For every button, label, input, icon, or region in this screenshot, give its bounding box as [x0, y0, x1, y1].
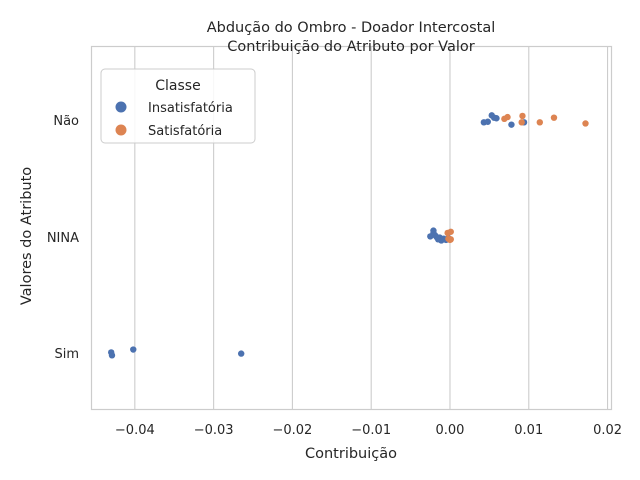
x-tick-label: −0.04: [115, 423, 155, 438]
data-point: [130, 346, 137, 353]
x-axis-label: Contribuição: [305, 446, 397, 462]
data-point: [508, 121, 515, 128]
data-point: [501, 115, 508, 123]
x-tick-label: −0.03: [194, 423, 234, 438]
data-points: [107, 112, 589, 359]
data-point: [518, 119, 525, 126]
legend-marker-satisfatoria: [115, 124, 127, 136]
chart-title-line-2: Contribuição do Atributo por Valor: [227, 39, 474, 55]
data-point: [484, 118, 492, 125]
x-tick-label: 0.01: [514, 423, 543, 438]
legend-marker-insatisfatoria: [115, 101, 127, 113]
y-tick-label: NINA: [47, 231, 79, 246]
y-tick-label: Sim: [54, 347, 79, 362]
x-tick-label: −0.02: [272, 423, 312, 438]
legend-label-insatisfatoria: Insatisfatória: [148, 101, 233, 116]
x-tick-labels: −0.04 −0.03 −0.02 −0.01 0.00 0.01 0.02: [115, 423, 622, 438]
data-point: [237, 350, 245, 357]
y-tick-labels: Não NINA Sim: [47, 114, 79, 362]
data-point: [519, 112, 526, 120]
y-tick-label: Não: [53, 114, 79, 129]
data-point: [427, 233, 434, 240]
x-tick-label: 0.00: [436, 423, 465, 438]
x-tick-label: 0.02: [593, 423, 622, 438]
legend: Classe Insatisfatória Satisfatória: [100, 68, 256, 144]
plot-area-frame: [90, 45, 613, 411]
legend-title: Classe: [155, 78, 200, 94]
data-point: [582, 120, 589, 127]
data-point: [536, 119, 544, 126]
data-point: [550, 114, 558, 121]
data-point: [108, 352, 116, 359]
data-point: [493, 115, 500, 122]
data-point: [444, 229, 451, 237]
data-point: [447, 236, 454, 243]
y-axis-label: Valores do Atributo: [19, 167, 35, 305]
legend-box: [100, 68, 256, 144]
chart-title-line-1: Abdução do Ombro - Doador Intercostal: [207, 20, 496, 36]
legend-label-satisfatoria: Satisfatória: [148, 124, 222, 139]
x-tick-label: −0.01: [351, 423, 391, 438]
